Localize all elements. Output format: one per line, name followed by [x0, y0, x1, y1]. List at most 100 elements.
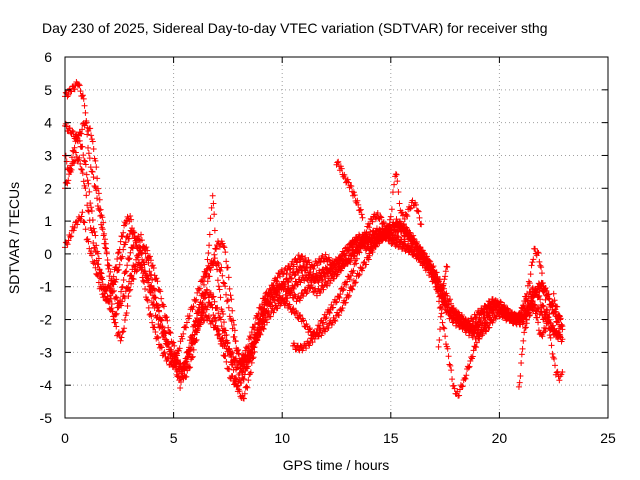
- data-point: [534, 249, 541, 256]
- data-point: [526, 280, 533, 287]
- data-point: [246, 352, 253, 359]
- data-point: [557, 315, 564, 322]
- data-point: [76, 82, 83, 89]
- data-point: [326, 280, 333, 287]
- data-point: [83, 192, 90, 199]
- data-point: [127, 272, 134, 279]
- data-point: [252, 321, 259, 328]
- data-point: [100, 219, 107, 226]
- data-point: [286, 266, 293, 273]
- data-point: [528, 262, 535, 269]
- data-point: [502, 307, 509, 314]
- data-point: [155, 307, 162, 314]
- data-point: [208, 301, 215, 308]
- data-point: [300, 317, 307, 324]
- x-axis-label: GPS time / hours: [283, 457, 390, 473]
- data-point: [208, 318, 215, 325]
- data-point: [131, 234, 138, 241]
- data-point: [447, 362, 454, 369]
- data-point: [357, 206, 364, 213]
- data-point: [342, 252, 349, 259]
- data-point: [215, 331, 222, 338]
- data-point: [230, 321, 237, 328]
- data-point: [291, 272, 298, 279]
- data-point: [214, 259, 221, 266]
- data-point: [101, 230, 108, 237]
- data-point: [293, 309, 300, 316]
- data-point: [304, 288, 311, 295]
- data-point: [222, 249, 229, 256]
- data-point: [251, 325, 258, 332]
- data-point: [285, 279, 292, 286]
- data-point: [413, 238, 420, 245]
- data-point: [216, 286, 223, 293]
- data-point: [533, 288, 540, 295]
- data-point: [243, 359, 250, 366]
- data-point: [286, 301, 293, 308]
- data-point: [211, 255, 218, 262]
- data-point: [432, 269, 439, 276]
- data-point: [107, 292, 114, 299]
- data-point: [118, 288, 125, 295]
- data-point: [222, 327, 229, 334]
- data-point: [342, 299, 349, 306]
- data-point: [399, 209, 406, 216]
- data-point: [120, 246, 127, 253]
- data-point: [196, 285, 203, 292]
- data-point: [351, 280, 358, 287]
- data-point: [123, 268, 130, 275]
- data-point: [126, 255, 133, 262]
- data-point: [226, 346, 233, 353]
- data-point: [85, 180, 92, 187]
- data-point: [119, 329, 126, 336]
- data-point: [131, 229, 138, 236]
- data-point: [539, 333, 546, 340]
- data-point: [406, 229, 413, 236]
- data-point: [303, 264, 310, 271]
- y-axis-tick-labels: -5 -4 -3 -2 -1 0 1 2 3 4 5 6: [40, 49, 53, 426]
- data-point: [238, 379, 245, 386]
- data-point: [550, 354, 557, 361]
- data-point: [449, 376, 456, 383]
- data-point: [339, 304, 346, 311]
- data-point: [325, 267, 332, 274]
- data-point: [322, 273, 329, 280]
- data-point: [80, 152, 87, 159]
- data-point: [79, 170, 86, 177]
- data-point: [244, 384, 251, 391]
- data-point: [147, 289, 154, 296]
- data-point: [144, 272, 151, 279]
- data-point: [537, 309, 544, 316]
- data-point: [68, 233, 75, 240]
- data-point: [359, 267, 366, 274]
- data-point: [416, 245, 423, 252]
- data-point: [545, 314, 552, 321]
- data-point: [377, 213, 384, 220]
- data-point: [477, 317, 484, 324]
- data-point: [358, 211, 365, 218]
- data-point: [189, 306, 196, 313]
- data-point: [222, 283, 229, 290]
- data-point: [294, 259, 301, 266]
- data-point: [546, 332, 553, 339]
- y-tick-label: -1: [40, 279, 53, 295]
- data-point: [520, 337, 527, 344]
- data-point: [331, 317, 338, 324]
- series-track-4: [62, 209, 564, 382]
- data-point: [529, 284, 536, 291]
- data-point: [473, 344, 480, 351]
- data-point: [226, 313, 233, 320]
- data-point: [320, 286, 327, 293]
- data-point: [80, 218, 87, 225]
- data-point: [65, 237, 72, 244]
- data-point: [515, 383, 522, 390]
- data-point: [230, 317, 237, 324]
- data-point: [86, 188, 93, 195]
- data-point: [165, 344, 172, 351]
- data-point: [518, 360, 525, 367]
- data-point: [215, 283, 222, 290]
- data-point: [91, 244, 98, 251]
- data-point: [534, 314, 541, 321]
- data-point: [213, 326, 220, 333]
- data-point: [234, 364, 241, 371]
